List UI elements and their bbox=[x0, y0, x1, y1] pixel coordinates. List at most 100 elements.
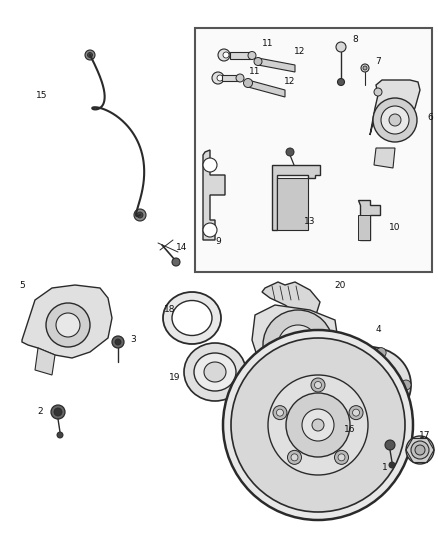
Text: 8: 8 bbox=[352, 36, 358, 44]
Ellipse shape bbox=[204, 362, 226, 382]
Circle shape bbox=[385, 440, 395, 450]
Polygon shape bbox=[248, 80, 285, 97]
Bar bbox=[195, 28, 432, 272]
Circle shape bbox=[112, 336, 124, 348]
Circle shape bbox=[381, 106, 409, 134]
Circle shape bbox=[401, 380, 411, 390]
Circle shape bbox=[415, 445, 425, 455]
Text: 12: 12 bbox=[284, 77, 296, 86]
Ellipse shape bbox=[341, 358, 399, 412]
Polygon shape bbox=[374, 148, 395, 168]
Circle shape bbox=[411, 441, 429, 459]
Text: 14: 14 bbox=[177, 244, 188, 253]
Circle shape bbox=[286, 393, 350, 457]
Circle shape bbox=[231, 338, 405, 512]
Circle shape bbox=[349, 406, 363, 419]
Ellipse shape bbox=[356, 372, 384, 398]
Polygon shape bbox=[358, 200, 380, 240]
Circle shape bbox=[336, 42, 346, 52]
Circle shape bbox=[56, 313, 80, 337]
Text: 17: 17 bbox=[419, 431, 431, 440]
Polygon shape bbox=[258, 58, 295, 72]
Circle shape bbox=[203, 158, 217, 172]
Circle shape bbox=[85, 50, 95, 60]
Text: 19: 19 bbox=[169, 374, 181, 383]
Text: 2: 2 bbox=[37, 408, 43, 416]
Text: 20: 20 bbox=[334, 281, 346, 290]
Text: 7: 7 bbox=[375, 58, 381, 67]
Circle shape bbox=[223, 52, 229, 58]
Circle shape bbox=[223, 330, 413, 520]
Polygon shape bbox=[35, 348, 55, 375]
Polygon shape bbox=[262, 282, 320, 318]
Circle shape bbox=[137, 212, 143, 218]
Circle shape bbox=[236, 74, 244, 82]
Bar bbox=[230, 52, 252, 59]
Circle shape bbox=[278, 325, 318, 365]
Bar bbox=[222, 75, 240, 81]
Circle shape bbox=[312, 419, 324, 431]
Circle shape bbox=[376, 348, 386, 358]
Circle shape bbox=[46, 303, 90, 347]
Text: 10: 10 bbox=[389, 223, 401, 232]
Circle shape bbox=[172, 258, 180, 266]
Circle shape bbox=[248, 52, 256, 60]
Circle shape bbox=[291, 454, 298, 461]
Circle shape bbox=[338, 454, 345, 461]
Circle shape bbox=[338, 78, 345, 85]
Circle shape bbox=[389, 114, 401, 126]
Circle shape bbox=[134, 209, 146, 221]
Circle shape bbox=[244, 78, 252, 87]
Polygon shape bbox=[203, 150, 225, 240]
Text: 12: 12 bbox=[294, 47, 306, 56]
Text: 13: 13 bbox=[304, 217, 316, 227]
Circle shape bbox=[203, 223, 217, 237]
Text: 3: 3 bbox=[130, 335, 136, 344]
Polygon shape bbox=[272, 165, 320, 230]
Circle shape bbox=[263, 310, 333, 380]
Polygon shape bbox=[252, 305, 338, 378]
Circle shape bbox=[287, 450, 301, 464]
Circle shape bbox=[254, 58, 262, 66]
Circle shape bbox=[374, 88, 382, 96]
Circle shape bbox=[302, 409, 334, 441]
Ellipse shape bbox=[163, 292, 221, 344]
Circle shape bbox=[54, 408, 62, 416]
Circle shape bbox=[376, 413, 386, 422]
Ellipse shape bbox=[184, 343, 246, 401]
Text: 4: 4 bbox=[375, 326, 381, 335]
Bar bbox=[358, 215, 370, 240]
Circle shape bbox=[373, 98, 417, 142]
Circle shape bbox=[363, 66, 367, 70]
Circle shape bbox=[361, 64, 369, 72]
Circle shape bbox=[335, 450, 349, 464]
Bar bbox=[277, 178, 308, 230]
Circle shape bbox=[115, 339, 121, 345]
Ellipse shape bbox=[172, 301, 212, 335]
Polygon shape bbox=[370, 80, 420, 135]
Text: 11: 11 bbox=[262, 38, 274, 47]
Ellipse shape bbox=[329, 347, 411, 423]
Text: 11: 11 bbox=[249, 68, 261, 77]
Circle shape bbox=[217, 75, 223, 81]
Circle shape bbox=[268, 375, 368, 475]
Text: 16: 16 bbox=[344, 425, 356, 434]
Text: 15: 15 bbox=[36, 91, 48, 100]
Circle shape bbox=[336, 360, 346, 370]
Text: 5: 5 bbox=[19, 280, 25, 289]
Circle shape bbox=[57, 432, 63, 438]
Circle shape bbox=[51, 405, 65, 419]
Circle shape bbox=[406, 436, 434, 464]
Circle shape bbox=[276, 409, 283, 416]
Circle shape bbox=[218, 49, 230, 61]
Circle shape bbox=[88, 52, 92, 58]
Circle shape bbox=[311, 378, 325, 392]
Circle shape bbox=[212, 72, 224, 84]
Text: 1: 1 bbox=[382, 464, 388, 472]
Circle shape bbox=[353, 409, 360, 416]
Text: 6: 6 bbox=[427, 114, 433, 123]
Circle shape bbox=[336, 400, 346, 410]
Circle shape bbox=[314, 382, 321, 389]
Circle shape bbox=[273, 406, 287, 419]
Text: 18: 18 bbox=[164, 305, 176, 314]
